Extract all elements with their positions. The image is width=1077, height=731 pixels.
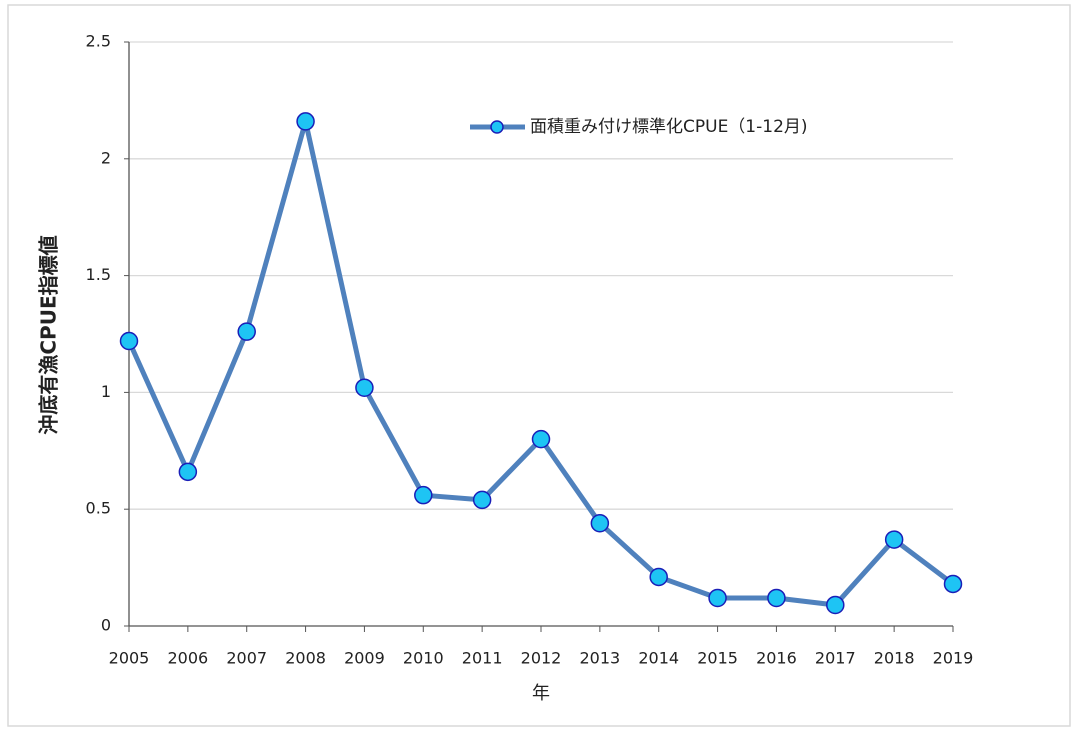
y-tick-label: 2.5 — [86, 32, 111, 51]
point-marker — [296, 112, 315, 131]
point-marker — [119, 331, 139, 351]
point-marker — [472, 490, 492, 510]
x-tick-label: 2014 — [638, 649, 679, 668]
point-marker — [178, 462, 198, 482]
x-tick-label: 2006 — [167, 649, 208, 668]
y-tick-label: 0 — [101, 616, 111, 635]
point-marker — [943, 574, 963, 594]
y-tick-label: 1.5 — [86, 265, 111, 284]
point-marker — [708, 588, 727, 608]
x-axis-title: 年 — [532, 683, 550, 704]
x-tick-label: 2009 — [344, 649, 385, 668]
point-marker — [826, 595, 845, 615]
x-tick-label: 2011 — [462, 649, 503, 668]
point-marker — [884, 530, 904, 549]
point-marker — [590, 513, 610, 533]
point-marker — [531, 429, 551, 449]
x-tick-label: 2018 — [874, 649, 915, 668]
x-tick-label: 2016 — [756, 649, 797, 668]
x-tick-label: 2007 — [226, 649, 267, 668]
point-marker — [767, 588, 786, 608]
y-tick-label: 1 — [101, 382, 111, 401]
x-tick-label: 2010 — [403, 649, 444, 668]
legend-marker — [490, 120, 504, 134]
y-tick-label: 0.5 — [86, 499, 111, 518]
x-tick-label: 2017 — [815, 649, 856, 668]
y-tick-label: 2 — [101, 148, 111, 167]
x-tick-label: 2015 — [697, 649, 738, 668]
y-axis-title: 沖底有漁CPUE指標値 — [37, 235, 61, 434]
x-tick-label: 2012 — [521, 649, 562, 668]
x-tick-label: 2013 — [579, 649, 620, 668]
x-tick-label: 2005 — [109, 649, 150, 668]
point-marker — [355, 378, 374, 397]
point-marker — [414, 485, 433, 505]
x-tick-label: 2008 — [285, 649, 326, 668]
x-tick-label: 2019 — [933, 649, 974, 668]
legend-label: 面積重み付け標準化CPUE（1-12月) — [530, 117, 808, 137]
point-marker — [237, 322, 256, 341]
chart-frame — [7, 4, 1071, 727]
point-marker — [649, 567, 668, 587]
